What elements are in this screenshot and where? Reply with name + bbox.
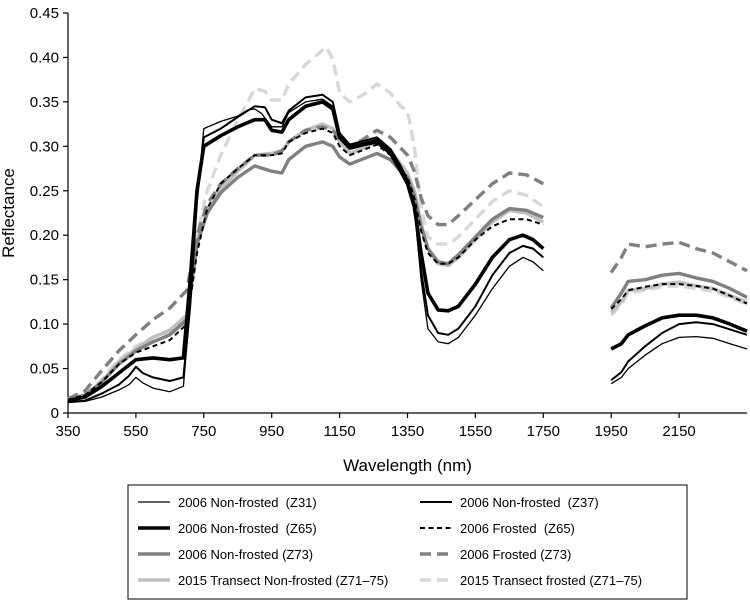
- series-line: [67, 100, 545, 403]
- legend-item: 2006 Non-frosted (Z31): [138, 495, 317, 510]
- x-tick-label: 1950: [595, 423, 628, 440]
- legend-box: [127, 484, 688, 600]
- legend-item: 2006 Non-frosted (Z73): [138, 547, 313, 562]
- series-line: [67, 98, 544, 403]
- axes: 0 0.05 0.10 0.15 0.20 0.25 0.30 0.35 0.40 0.45 35…: [30, 5, 747, 440]
- legend: 2006 Non-frosted (Z31) 2006 Non-frosted (…: [127, 484, 688, 600]
- y-tick-label: 0.20: [30, 227, 59, 244]
- x-tick-label: 1750: [527, 423, 560, 440]
- x-tick-label: 1350: [391, 423, 424, 440]
- series-2: [67, 93, 748, 404]
- x-axis-ticks: 350 550 750 950 1150 1350 1550 1750 1950 2150: [55, 413, 696, 440]
- y-tick-label: 0.30: [30, 138, 59, 155]
- legend-item: 2006 Non-frosted (Z65): [138, 521, 317, 536]
- series-3: [67, 100, 748, 403]
- x-axis-title: Wavelength (nm): [343, 456, 472, 475]
- series-line: [67, 140, 544, 402]
- series-line: [67, 93, 544, 404]
- series-line: [67, 127, 544, 401]
- legend-item: 2006 Non-frosted (Z37): [420, 495, 599, 510]
- series-line: [610, 321, 748, 381]
- legend-item: 2006 Frosted (Z73): [420, 547, 571, 562]
- legend-label: 2015 Transect Non-frosted (Z71–75): [178, 573, 388, 588]
- y-tick-label: 0.45: [30, 5, 59, 22]
- legend-item: 2015 Transect frosted (Z71–75): [420, 573, 642, 588]
- y-tick-label: 0: [51, 405, 59, 422]
- legend-item: 2015 Transect Non-frosted (Z71–75): [138, 573, 388, 588]
- x-tick-label: 950: [259, 423, 284, 440]
- legend-label: 2006 Frosted (Z73): [460, 547, 571, 562]
- y-tick-label: 0.10: [30, 316, 59, 333]
- series-line: [610, 313, 748, 351]
- y-tick-label: 0.40: [30, 49, 59, 66]
- legend-label: 2006 Frosted (Z65): [460, 521, 575, 536]
- series-line: [609, 271, 748, 310]
- series-line: [609, 240, 748, 274]
- series-line: [610, 335, 748, 385]
- x-tick-label: 1150: [323, 423, 355, 440]
- series-6: [67, 125, 748, 401]
- series-line: [67, 125, 545, 401]
- y-tick-label: 0.05: [30, 361, 59, 378]
- y-tick-label: 0.35: [30, 94, 59, 111]
- data-series: [67, 45, 748, 404]
- legend-items: 2006 Non-frosted (Z31) 2006 Non-frosted (…: [138, 495, 642, 588]
- legend-label: 2006 Non-frosted (Z65): [178, 521, 317, 536]
- x-tick-label: 550: [123, 423, 148, 440]
- legend-label: 2006 Non-frosted (Z31): [178, 495, 317, 510]
- x-tick-label: 750: [191, 423, 216, 440]
- series-line: [67, 122, 545, 403]
- y-tick-label: 0.25: [30, 183, 59, 200]
- x-tick-label: 350: [55, 423, 80, 440]
- y-axis-title: Reflectance: [0, 168, 18, 258]
- legend-item: 2006 Frosted (Z65): [420, 521, 575, 536]
- legend-label: 2006 Non-frosted (Z73): [178, 547, 313, 562]
- series-line: [610, 283, 748, 310]
- series-1: [67, 98, 748, 403]
- x-tick-label: 1550: [459, 423, 492, 440]
- series-5: [67, 140, 748, 402]
- y-tick-label: 0.15: [30, 272, 59, 289]
- y-axis-ticks: 0 0.05 0.10 0.15 0.20 0.25 0.30 0.35 0.40 0.45: [30, 5, 68, 422]
- legend-label: 2015 Transect frosted (Z71–75): [460, 573, 642, 588]
- series-4: [67, 127, 748, 401]
- legend-label: 2006 Non-frosted (Z37): [460, 495, 599, 510]
- x-tick-label: 2150: [662, 423, 695, 440]
